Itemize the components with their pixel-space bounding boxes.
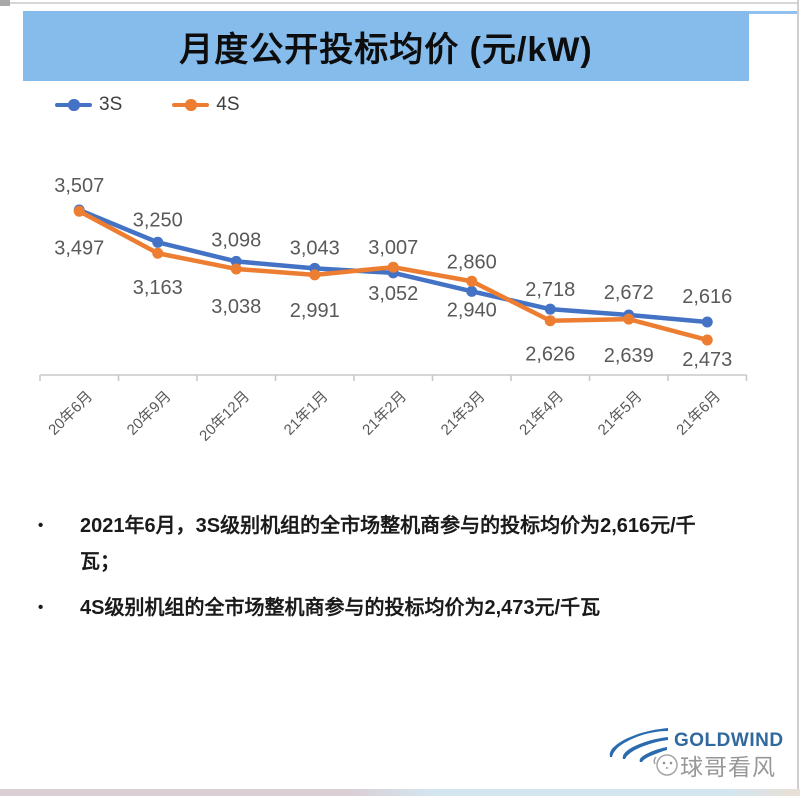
legend-dot-4s-icon <box>185 99 197 111</box>
legend-label-3s: 3S <box>99 94 123 115</box>
x-axis-label: 20年6月 <box>45 388 96 439</box>
data-point-3s <box>73 204 85 216</box>
data-point-4s <box>544 315 556 327</box>
legend-label-4s: 4S <box>216 94 240 115</box>
legend-item-4s: 4S <box>172 94 240 116</box>
legend-marker-4s-icon <box>172 99 210 111</box>
data-label-3s: 2,672 <box>604 282 654 304</box>
data-point-3s <box>623 309 635 321</box>
bullet-icon: • <box>38 517 44 534</box>
data-label-4s: 2,940 <box>447 299 497 321</box>
x-axis-label: 21年1月 <box>281 388 332 439</box>
goldwind-swoosh-icon <box>609 728 668 762</box>
x-axis-label: 21年4月 <box>516 388 567 439</box>
data-point-3s <box>152 236 164 248</box>
list-item: • 4S级别机组的全市场整机商参与的投标均价为2,473元/千瓦 <box>38 590 752 626</box>
series-line-4s <box>77 209 710 343</box>
data-label-3s: 3,250 <box>133 209 183 231</box>
corner-artifact <box>0 0 10 6</box>
watermark: 球哥看风 <box>652 748 776 782</box>
data-point-3s <box>466 285 478 297</box>
watermark-text: 球哥看风 <box>680 754 776 780</box>
watermark-mascot-icon <box>653 754 678 776</box>
legend-marker-3s-icon <box>55 99 92 111</box>
data-point-4s <box>230 263 242 275</box>
data-label-4s: 3,038 <box>211 296 261 318</box>
x-axis-label: 21年6月 <box>673 388 724 439</box>
list-item: • 2021年6月，3S级别机组的全市场整机商参与的投标均价为2,616元/千瓦… <box>38 508 752 580</box>
data-label-3s: 3,007 <box>368 237 418 259</box>
data-label-4s: 2,626 <box>525 344 575 366</box>
x-axis-label: 20年9月 <box>124 388 175 439</box>
data-label-4s: 3,052 <box>368 283 418 305</box>
legend-item-3s: 3S <box>55 94 122 116</box>
commentary-text-4s: 4S级别机组的全市场整机商参与的投标均价为2,473元/千瓦 <box>80 597 601 619</box>
data-label-3s: 3,098 <box>211 229 261 251</box>
data-point-3s <box>544 303 556 315</box>
data-label-4s: 2,991 <box>290 300 340 322</box>
right-edge-artifact <box>797 0 799 790</box>
data-point-3s <box>701 316 713 328</box>
data-label-4s: 3,497 <box>54 237 104 259</box>
data-point-4s <box>701 334 713 346</box>
x-axis-label: 21年3月 <box>438 388 489 439</box>
data-point-4s <box>309 269 321 281</box>
legend-dot-3s-icon <box>68 99 80 111</box>
data-point-4s <box>623 313 635 325</box>
x-axis-label: 21年2月 <box>359 388 410 439</box>
data-label-3s: 2,860 <box>447 251 497 273</box>
commentary-text-3s: 2021年6月，3S级别机组的全市场整机商参与的投标均价为2,616元/千瓦； <box>80 515 696 573</box>
goldwind-logo-text: GOLDWIND <box>674 730 784 751</box>
data-label-4s: 3,163 <box>133 277 183 299</box>
chart-legend: 3S 4S <box>55 94 240 116</box>
data-point-4s <box>387 261 399 273</box>
data-label-3s: 3,043 <box>290 237 340 259</box>
data-point-4s <box>466 275 478 287</box>
commentary-list: • 2021年6月，3S级别机组的全市场整机商参与的投标均价为2,616元/千瓦… <box>38 508 752 636</box>
top-edge-artifact <box>10 2 798 4</box>
x-axis-label: 21年5月 <box>595 388 646 439</box>
data-point-4s <box>152 247 164 259</box>
data-label-3s: 3,507 <box>54 175 104 197</box>
data-point-4s <box>73 205 85 217</box>
data-label-3s: 2,616 <box>682 286 732 308</box>
page-title: 月度公开投标均价 (元/kW) <box>179 30 593 69</box>
data-label-4s: 2,639 <box>604 345 654 367</box>
data-point-3s <box>387 267 399 279</box>
data-label-4s: 2,473 <box>682 349 732 371</box>
data-label-3s: 2,718 <box>525 279 575 301</box>
data-point-3s <box>309 262 321 274</box>
bullet-icon: • <box>38 599 44 616</box>
bottom-strip <box>0 789 800 796</box>
data-point-3s <box>230 255 242 267</box>
series-line-3s <box>77 207 710 325</box>
title-banner: 月度公开投标均价 (元/kW) <box>23 11 749 81</box>
x-axis-label: 20年12月 <box>196 388 253 445</box>
